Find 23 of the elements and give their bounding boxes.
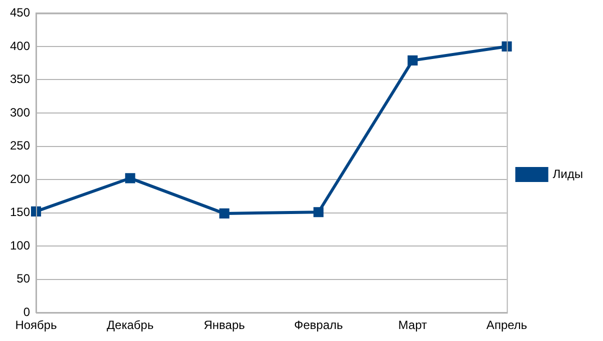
point <box>30 206 42 217</box>
y-tick-label: 200 <box>10 172 30 186</box>
y-tick-label: 100 <box>10 238 30 252</box>
point <box>408 55 418 66</box>
y-tick-label: 250 <box>10 138 30 153</box>
y-tick-label: 150 <box>10 205 30 220</box>
point <box>313 207 324 218</box>
x-tick-label: Декабрь <box>106 318 154 332</box>
y-tick-label: 50 <box>16 272 30 286</box>
y-tick-label: 450 <box>10 6 30 20</box>
x-tick-label: Январь <box>204 318 245 332</box>
point <box>125 173 136 184</box>
x-tick-label: Март <box>398 318 428 332</box>
x-tick-label: Февраль <box>294 318 343 332</box>
point <box>219 208 230 218</box>
y-tick-label: 400 <box>10 38 30 53</box>
point <box>502 41 512 52</box>
x-tick-label: Ноябрь <box>15 318 57 332</box>
y-tick-label: 300 <box>10 105 30 120</box>
y-tick-label: 0 <box>23 304 30 319</box>
y-tick-label: 350 <box>10 72 30 86</box>
x-tick-label: Апрель <box>486 318 528 332</box>
legend-label: Лиды <box>552 166 584 181</box>
